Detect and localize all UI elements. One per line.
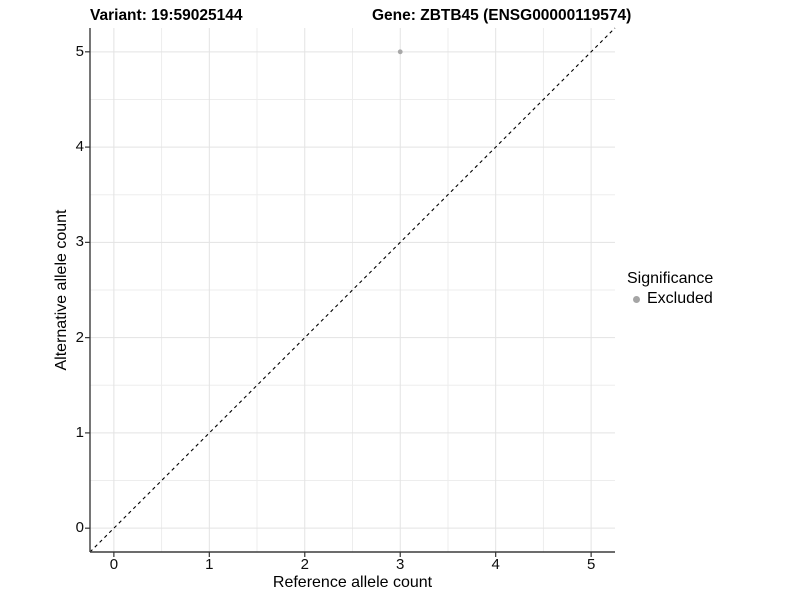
legend-key [628,291,645,308]
y-tick-label: 1 [75,423,84,441]
legend: Significance Excluded [627,269,713,308]
x-tick-label: 0 [109,556,119,573]
axis-tick-marks [85,51,592,557]
legend-point-icon [633,295,640,303]
y-tick-label: 0 [75,519,84,537]
y-tick-label: 2 [75,328,84,346]
x-tick-label: 3 [396,556,405,573]
identity-line [89,27,616,553]
y-tick-label: 3 [75,233,84,251]
legend-items: Excluded [627,290,713,308]
legend-item: Excluded [627,290,713,308]
plot-title-gene: Gene: ZBTB45 (ENSG00000119574) [372,7,632,24]
y-axis-title: Alternative allele count [53,209,70,371]
y-tick-label: 4 [75,138,84,156]
plot-title-variant: Variant: 19:59025144 [90,7,243,24]
x-tick-label: 2 [300,556,309,573]
x-tick-label: 5 [586,556,596,573]
legend-item-label: Excluded [647,290,713,307]
legend-title: Significance [627,270,714,287]
x-tick-label: 1 [205,556,214,573]
y-tick-label: 5 [75,42,84,60]
x-axis-title: Reference allele count [272,574,433,591]
grid-minor [90,28,615,552]
grid-major [90,28,615,552]
data-points [397,49,403,55]
data-point [397,49,403,55]
x-tick-label: 4 [491,556,500,573]
